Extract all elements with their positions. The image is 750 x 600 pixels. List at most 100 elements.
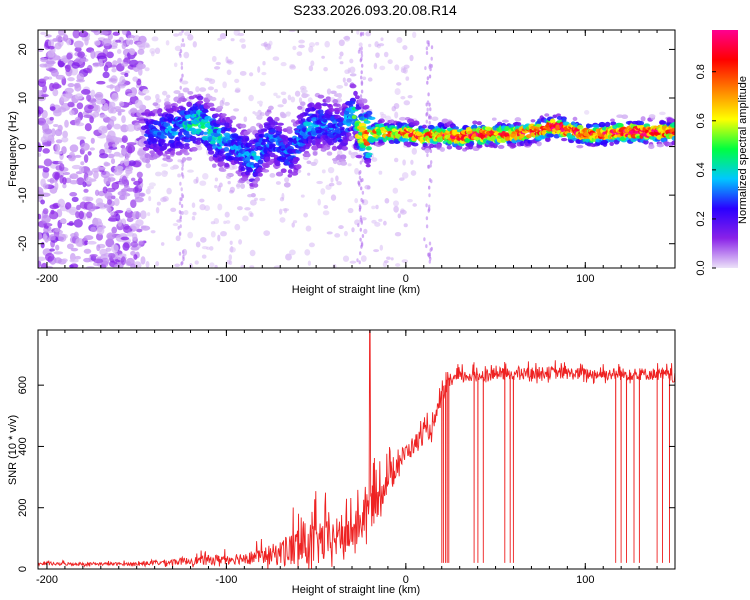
spectrogram-cell — [51, 128, 56, 137]
spectrogram-cell — [199, 180, 207, 186]
spectrogram-cell — [359, 58, 362, 63]
spectrogram-cell — [138, 192, 146, 197]
spectrogram-cell — [68, 154, 76, 162]
spectrogram-cell — [38, 106, 44, 115]
spectrogram-cell — [544, 113, 550, 117]
spectrogram-cell — [349, 100, 356, 105]
snr-series-line — [38, 330, 675, 569]
spectrogram-y-tick-label: -10 — [17, 187, 29, 203]
spectrogram-cell — [213, 218, 220, 225]
spectrogram-cell — [421, 124, 427, 129]
spectrogram-cell — [161, 90, 168, 96]
spectrogram-cell — [49, 234, 56, 241]
spectrogram-cell — [67, 101, 75, 108]
spectrogram-cell — [140, 225, 147, 229]
spectrogram-cell — [306, 160, 312, 165]
spectrogram-cell — [249, 265, 255, 268]
spectrogram-cell — [223, 220, 227, 225]
spectrogram-cell — [38, 256, 46, 262]
spectrogram-cell — [110, 244, 119, 253]
spectrogram-cell — [84, 123, 92, 132]
spectrogram-cell — [200, 125, 206, 129]
spectrogram-cell — [472, 120, 478, 125]
spectrogram-cell — [407, 198, 413, 203]
spectrogram-cell — [80, 142, 90, 151]
spectrogram-cell — [249, 161, 255, 166]
spectrogram-cell — [52, 123, 59, 128]
spectrogram-cell — [173, 33, 180, 37]
spectrogram-cell — [219, 182, 223, 188]
spectrogram-cell — [349, 66, 356, 74]
spectrogram-cell — [359, 217, 362, 222]
spectrogram-cell — [53, 251, 64, 255]
spectrogram-cell — [330, 90, 337, 95]
spectrogram-cell — [175, 235, 181, 242]
spectrogram-cell — [118, 101, 125, 107]
spectrogram-cell — [180, 204, 184, 208]
spectrogram-cell — [315, 139, 321, 144]
spectrogram-cell — [66, 39, 72, 46]
spectrogram-cell — [234, 223, 241, 231]
spectrogram-cell — [44, 252, 55, 262]
spectrogram-cell — [648, 144, 655, 150]
spectrogram-cell — [360, 75, 363, 80]
spectrogram-cell — [424, 66, 427, 71]
spectrogram-cell — [428, 120, 431, 125]
spectrogram-cell — [106, 232, 115, 240]
colorbar-label: Normalized spectral amplitude — [737, 76, 749, 224]
spectrogram-cell — [348, 135, 355, 141]
spectrogram-cell — [262, 163, 270, 169]
spectrogram-cell — [403, 64, 410, 69]
spectrogram-cell — [335, 103, 341, 108]
spectrogram-cell — [199, 198, 205, 203]
spectrogram-cell — [58, 160, 63, 164]
spectrogram-cell — [220, 168, 227, 173]
spectrogram-cell — [374, 41, 379, 48]
spectrogram-cell — [213, 132, 221, 138]
spectrogram-cell — [358, 47, 362, 52]
spectrogram-cell — [76, 102, 84, 110]
spectrogram-cell — [585, 123, 594, 128]
spectrogram-cell — [360, 70, 363, 75]
spectrogram-cell — [553, 133, 560, 139]
spectrogram-cell — [178, 97, 184, 102]
spectrogram-cell — [67, 82, 75, 88]
spectrogram-cell — [549, 118, 556, 124]
spectrogram-cell — [403, 100, 411, 106]
spectrogram-cell — [519, 140, 526, 147]
spectrogram-cell — [255, 155, 261, 160]
spectrogram-cell — [317, 198, 321, 206]
spectrogram-cell — [379, 111, 384, 116]
spectrogram-cell — [358, 175, 362, 180]
spectrogram-cell — [223, 146, 230, 152]
spectrogram-cell — [90, 89, 96, 98]
spectrogram-cell — [282, 139, 289, 145]
spectrogram-cell — [294, 90, 301, 97]
spectrogram-cell — [61, 136, 69, 143]
spectrogram-cell — [266, 153, 271, 158]
spectrogram-cell — [287, 137, 294, 141]
spectrogram-cell — [292, 138, 298, 144]
spectrogram-cell — [430, 64, 433, 68]
spectrogram-cell — [155, 93, 160, 100]
spectrogram-cell — [231, 165, 238, 170]
spectrogram-cell — [219, 32, 227, 40]
spectrogram-cell — [124, 72, 129, 78]
spectrogram-cell — [80, 88, 91, 95]
spectrogram-cell — [83, 188, 89, 193]
spectrogram-cell — [133, 122, 141, 132]
spectrogram-cell — [86, 94, 92, 102]
spectrogram-cell — [402, 67, 408, 74]
spectrogram-cell — [76, 177, 85, 186]
spectrogram-cell — [57, 124, 63, 132]
spectrogram-cell — [361, 98, 368, 104]
spectrogram-cell — [124, 209, 134, 219]
spectrogram-cell — [240, 166, 246, 172]
spectrogram-cell — [215, 61, 222, 66]
spectrogram-cell — [42, 148, 50, 154]
spectrogram-cell — [258, 133, 266, 138]
spectrogram-cell — [335, 175, 339, 182]
spectrogram-cell — [501, 119, 509, 123]
spectrogram-cell — [361, 158, 364, 163]
spectrogram-cell — [328, 107, 335, 113]
